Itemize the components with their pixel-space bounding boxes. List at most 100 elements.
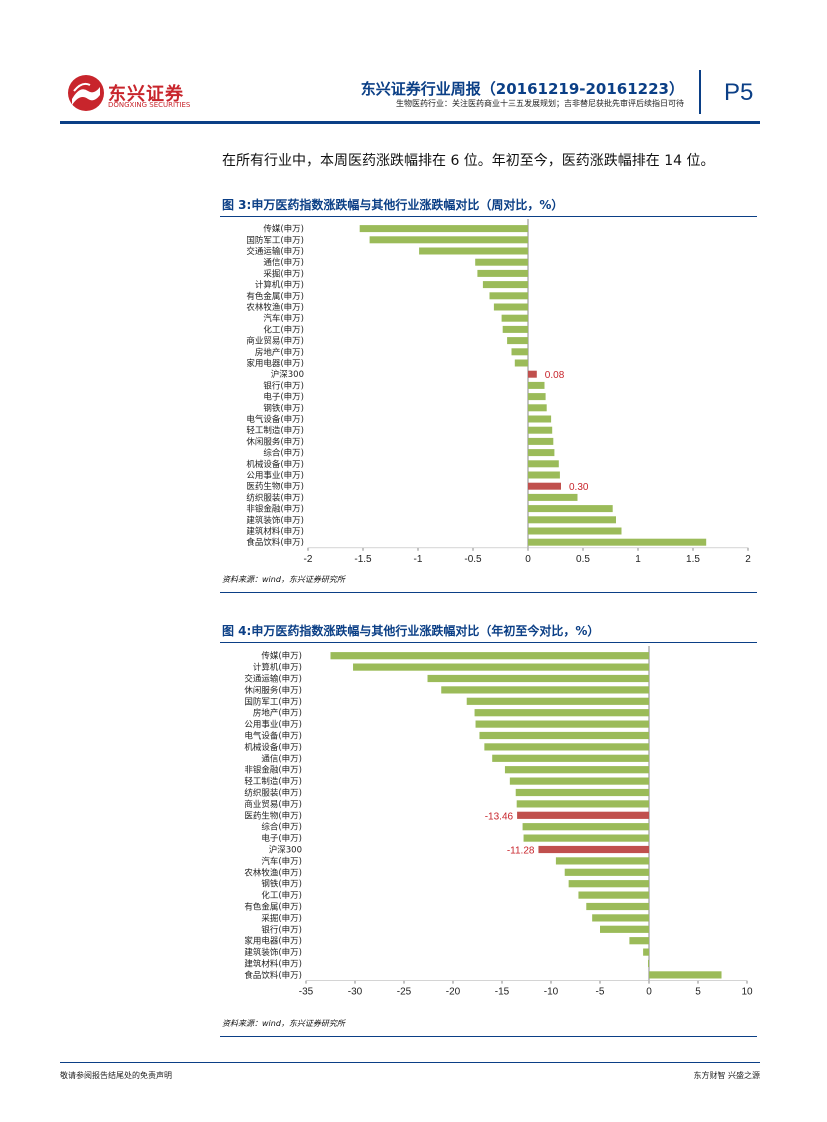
category-label: 休闲服务(申万): [244, 685, 302, 696]
logo-subtitle: DONGXING SECURITIES: [108, 101, 191, 109]
category-label: 采掘(申万): [263, 268, 304, 279]
category-label: 采掘(申万): [261, 913, 302, 924]
bar: [419, 247, 528, 255]
x-tick-label: -1: [414, 554, 423, 565]
figure-3-source: 资料来源：wind，东兴证券研究所: [222, 575, 345, 584]
bar-highlight: [528, 482, 561, 490]
data-label: 0.30: [569, 482, 589, 493]
category-label: 电气设备(申万): [246, 414, 304, 425]
header-divider: [699, 70, 701, 114]
bar: [629, 937, 649, 945]
bar: [511, 348, 528, 356]
report-title: 东兴证券行业周报（20161219-20161223）: [360, 80, 684, 98]
category-label: 医药生物(申万): [244, 810, 302, 821]
category-label: 轻工制造(申万): [244, 776, 302, 787]
header-rule: [60, 121, 760, 124]
bar: [528, 516, 616, 524]
category-label: 食品饮料(申万): [244, 970, 302, 981]
category-label: 计算机(申万): [253, 662, 302, 673]
bar: [528, 449, 555, 457]
bar: [479, 731, 649, 740]
bar: [493, 303, 528, 311]
category-label: 电子(申万): [263, 392, 304, 403]
category-label: 电子(申万): [261, 833, 302, 844]
bar: [489, 292, 528, 300]
category-label: 沪深300: [271, 369, 304, 380]
category-label: 非银金融(申万): [244, 765, 302, 776]
logo-text: 东兴证券: [108, 84, 184, 105]
x-tick-label: 1: [635, 554, 641, 565]
bar: [502, 325, 528, 333]
category-label: 公用事业(申万): [244, 719, 302, 730]
bar: [466, 697, 649, 705]
footer-slogan: 东方财智 兴盛之源: [693, 1071, 760, 1080]
bar: [528, 538, 707, 546]
bar: [330, 652, 649, 660]
category-label: 轻工制造(申万): [246, 425, 304, 436]
bar: [528, 460, 559, 468]
x-tick-label: -10: [544, 987, 559, 998]
bar: [482, 281, 528, 289]
category-label: 银行(申万): [263, 380, 304, 391]
bar: [555, 857, 649, 865]
bar: [353, 663, 649, 671]
category-label: 有色金属(申万): [244, 902, 302, 913]
ytd-change-bar-chart: 传媒(申万)计算机(申万)交通运输(申万)休闲服务(申万)国防军工(申万)房地产…: [244, 646, 753, 998]
x-tick-label: -20: [446, 987, 461, 998]
category-label: 银行(申万): [261, 924, 302, 935]
bar: [528, 527, 622, 535]
figure-4-title: 图 4:申万医药指数涨跌幅与其他行业涨跌幅对比（年初至今对比，%）: [222, 624, 600, 638]
category-label: 机械设备(申万): [244, 742, 302, 753]
bar-highlight: [538, 845, 649, 854]
bar: [516, 800, 649, 808]
category-label: 通信(申万): [261, 753, 302, 764]
bar: [528, 426, 553, 434]
x-tick-label: -0.5: [464, 554, 482, 565]
figure-4-bottom-rule: [220, 1036, 757, 1037]
category-label: 国防军工(申万): [244, 696, 302, 707]
bar: [369, 236, 528, 244]
category-label: 传媒(申万): [263, 224, 304, 235]
bar: [528, 493, 578, 501]
x-tick-label: 0: [525, 554, 531, 565]
x-tick-label: 2: [745, 554, 751, 565]
bar: [600, 925, 649, 933]
x-tick-label: -1.5: [354, 554, 372, 565]
bar: [475, 258, 528, 266]
category-label: 商业贸易(申万): [246, 336, 304, 347]
category-label: 汽车(申万): [261, 856, 302, 867]
bar: [514, 359, 528, 367]
x-tick-label: -5: [596, 987, 605, 998]
category-label: 汽车(申万): [263, 313, 304, 324]
bar: [427, 674, 649, 683]
category-label: 综合(申万): [261, 822, 302, 833]
bar: [484, 743, 649, 751]
category-label: 建筑材料(申万): [246, 526, 304, 537]
category-label: 农林牧渔(申万): [246, 302, 304, 313]
x-tick-label: -25: [397, 987, 412, 998]
x-tick-label: 0.5: [576, 554, 590, 565]
bar: [504, 766, 649, 774]
category-label: 农林牧渔(申万): [244, 867, 302, 878]
category-label: 化工(申万): [263, 324, 304, 335]
bar: [522, 823, 649, 831]
x-tick-label: -30: [348, 987, 363, 998]
category-label: 商业贸易(申万): [244, 799, 302, 810]
category-label: 钢铁(申万): [263, 403, 304, 414]
category-label: 休闲服务(申万): [246, 436, 304, 447]
category-label: 房地产(申万): [255, 347, 304, 358]
category-label: 电气设备(申万): [244, 731, 302, 742]
category-label: 交通运输(申万): [246, 246, 304, 257]
bar: [649, 971, 722, 979]
intro-paragraph: 在所有行业中，本周医药涨跌幅排在 6 位。年初至今，医药涨跌幅排在 14 位。: [222, 153, 715, 169]
data-label: 0.08: [545, 370, 565, 381]
bar: [528, 404, 547, 412]
bar: [564, 868, 649, 876]
bar: [477, 269, 528, 277]
bar: [509, 777, 649, 785]
bar: [528, 393, 546, 401]
dongxing-logo-icon: [68, 75, 104, 111]
bar: [492, 754, 649, 762]
category-label: 家用电器(申万): [246, 358, 304, 369]
x-tick-label: -2: [304, 554, 313, 565]
